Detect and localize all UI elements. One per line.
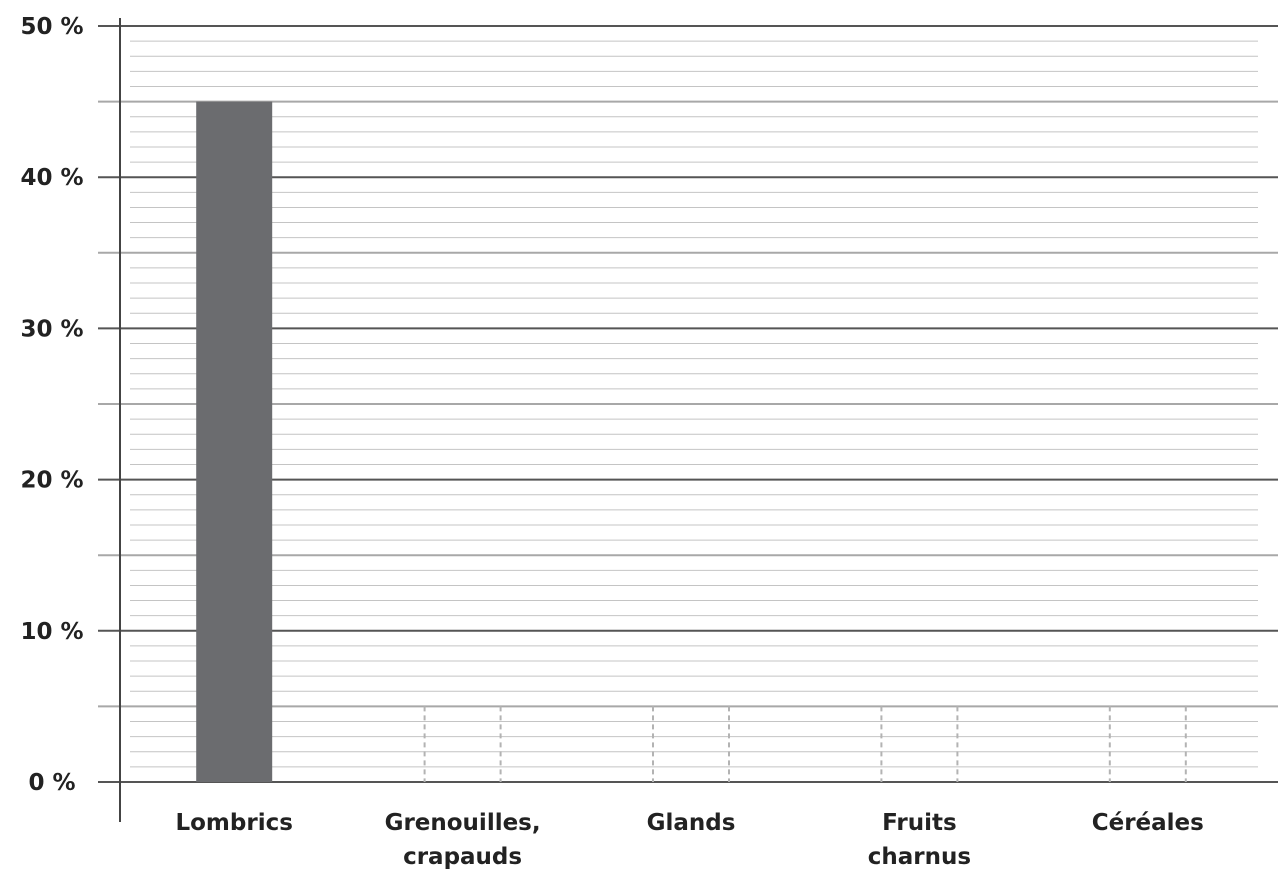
y-tick-label: 20 %: [20, 468, 83, 494]
x-tick-label: Fruits charnus: [868, 810, 971, 870]
bars: [196, 101, 1187, 783]
grid-lines: [98, 25, 1278, 783]
y-tick-label: 10 %: [20, 619, 83, 645]
x-tick-label: Céréales: [1092, 810, 1204, 836]
y-tick-label: 30 %: [20, 316, 83, 342]
y-tick-label: 40 %: [20, 165, 83, 191]
x-tick-label: Glands: [647, 810, 736, 836]
y-tick-label: 0 %: [28, 770, 75, 796]
x-tick-label: Grenouilles, crapauds: [385, 810, 541, 870]
x-tick-label: Lombrics: [175, 810, 292, 836]
bar: [196, 101, 273, 783]
y-tick-labels: 0 % 10 % 20 % 30 % 40 % 50 %: [20, 14, 83, 796]
x-tick-labels: Lombrics Grenouilles, crapauds Glands Fruits…: [175, 810, 1203, 870]
y-tick-label: 50 %: [20, 14, 83, 40]
